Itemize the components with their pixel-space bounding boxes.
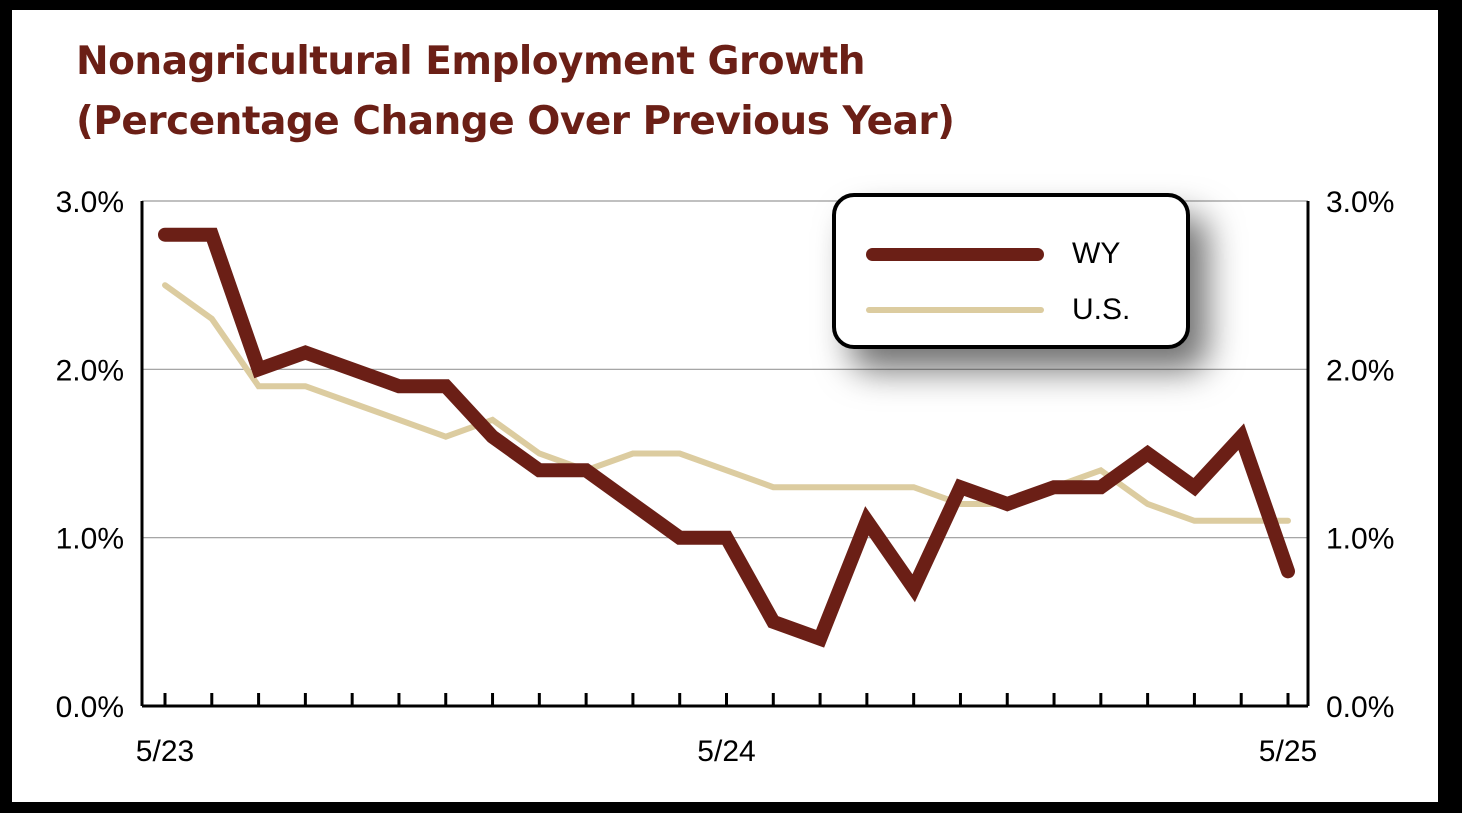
- series-line-wy: [158, 227, 1295, 648]
- legend-swatch-wy: [866, 248, 1044, 261]
- y-tick-label-left: 1.0%: [56, 523, 124, 556]
- legend-swatch-us: [866, 307, 1044, 313]
- y-axis-labels: 0.0% 0.0% 1.0% 1.0% 2.0% 2.0% 3.0% 3.0%: [56, 186, 1395, 724]
- data-series: [158, 227, 1295, 648]
- y-tick-label-left: 3.0%: [56, 186, 124, 219]
- x-axis-ticks: [163, 693, 1290, 706]
- legend-label-us: U.S.: [1072, 293, 1131, 326]
- y-tick-label-left: 2.0%: [56, 354, 124, 387]
- x-axis-labels: 5/23 5/24 5/25: [136, 735, 1317, 768]
- chart-subtitle: (Percentage Change Over Previous Year): [76, 99, 955, 144]
- y-tick-label-right: 1.0%: [1326, 523, 1394, 556]
- chart-title-line1: Nonagricultural Employment Growth: [76, 39, 866, 84]
- x-tick-label: 5/23: [136, 735, 194, 768]
- x-tick-label: 5/25: [1259, 735, 1317, 768]
- y-tick-label-right: 3.0%: [1326, 186, 1394, 219]
- chart-title: Nonagricultural Employment Growth (Perce…: [76, 32, 955, 152]
- legend-label-wy: WY: [1072, 237, 1121, 270]
- series-line-us: [162, 282, 1291, 524]
- legend: WY U.S.: [832, 193, 1190, 349]
- x-tick-label: 5/24: [697, 735, 755, 768]
- y-tick-label-right: 2.0%: [1326, 354, 1394, 387]
- y-tick-label-left: 0.0%: [56, 691, 124, 724]
- y-tick-label-right: 0.0%: [1326, 691, 1394, 724]
- chart-frame: Nonagricultural Employment Growth (Perce…: [12, 10, 1438, 802]
